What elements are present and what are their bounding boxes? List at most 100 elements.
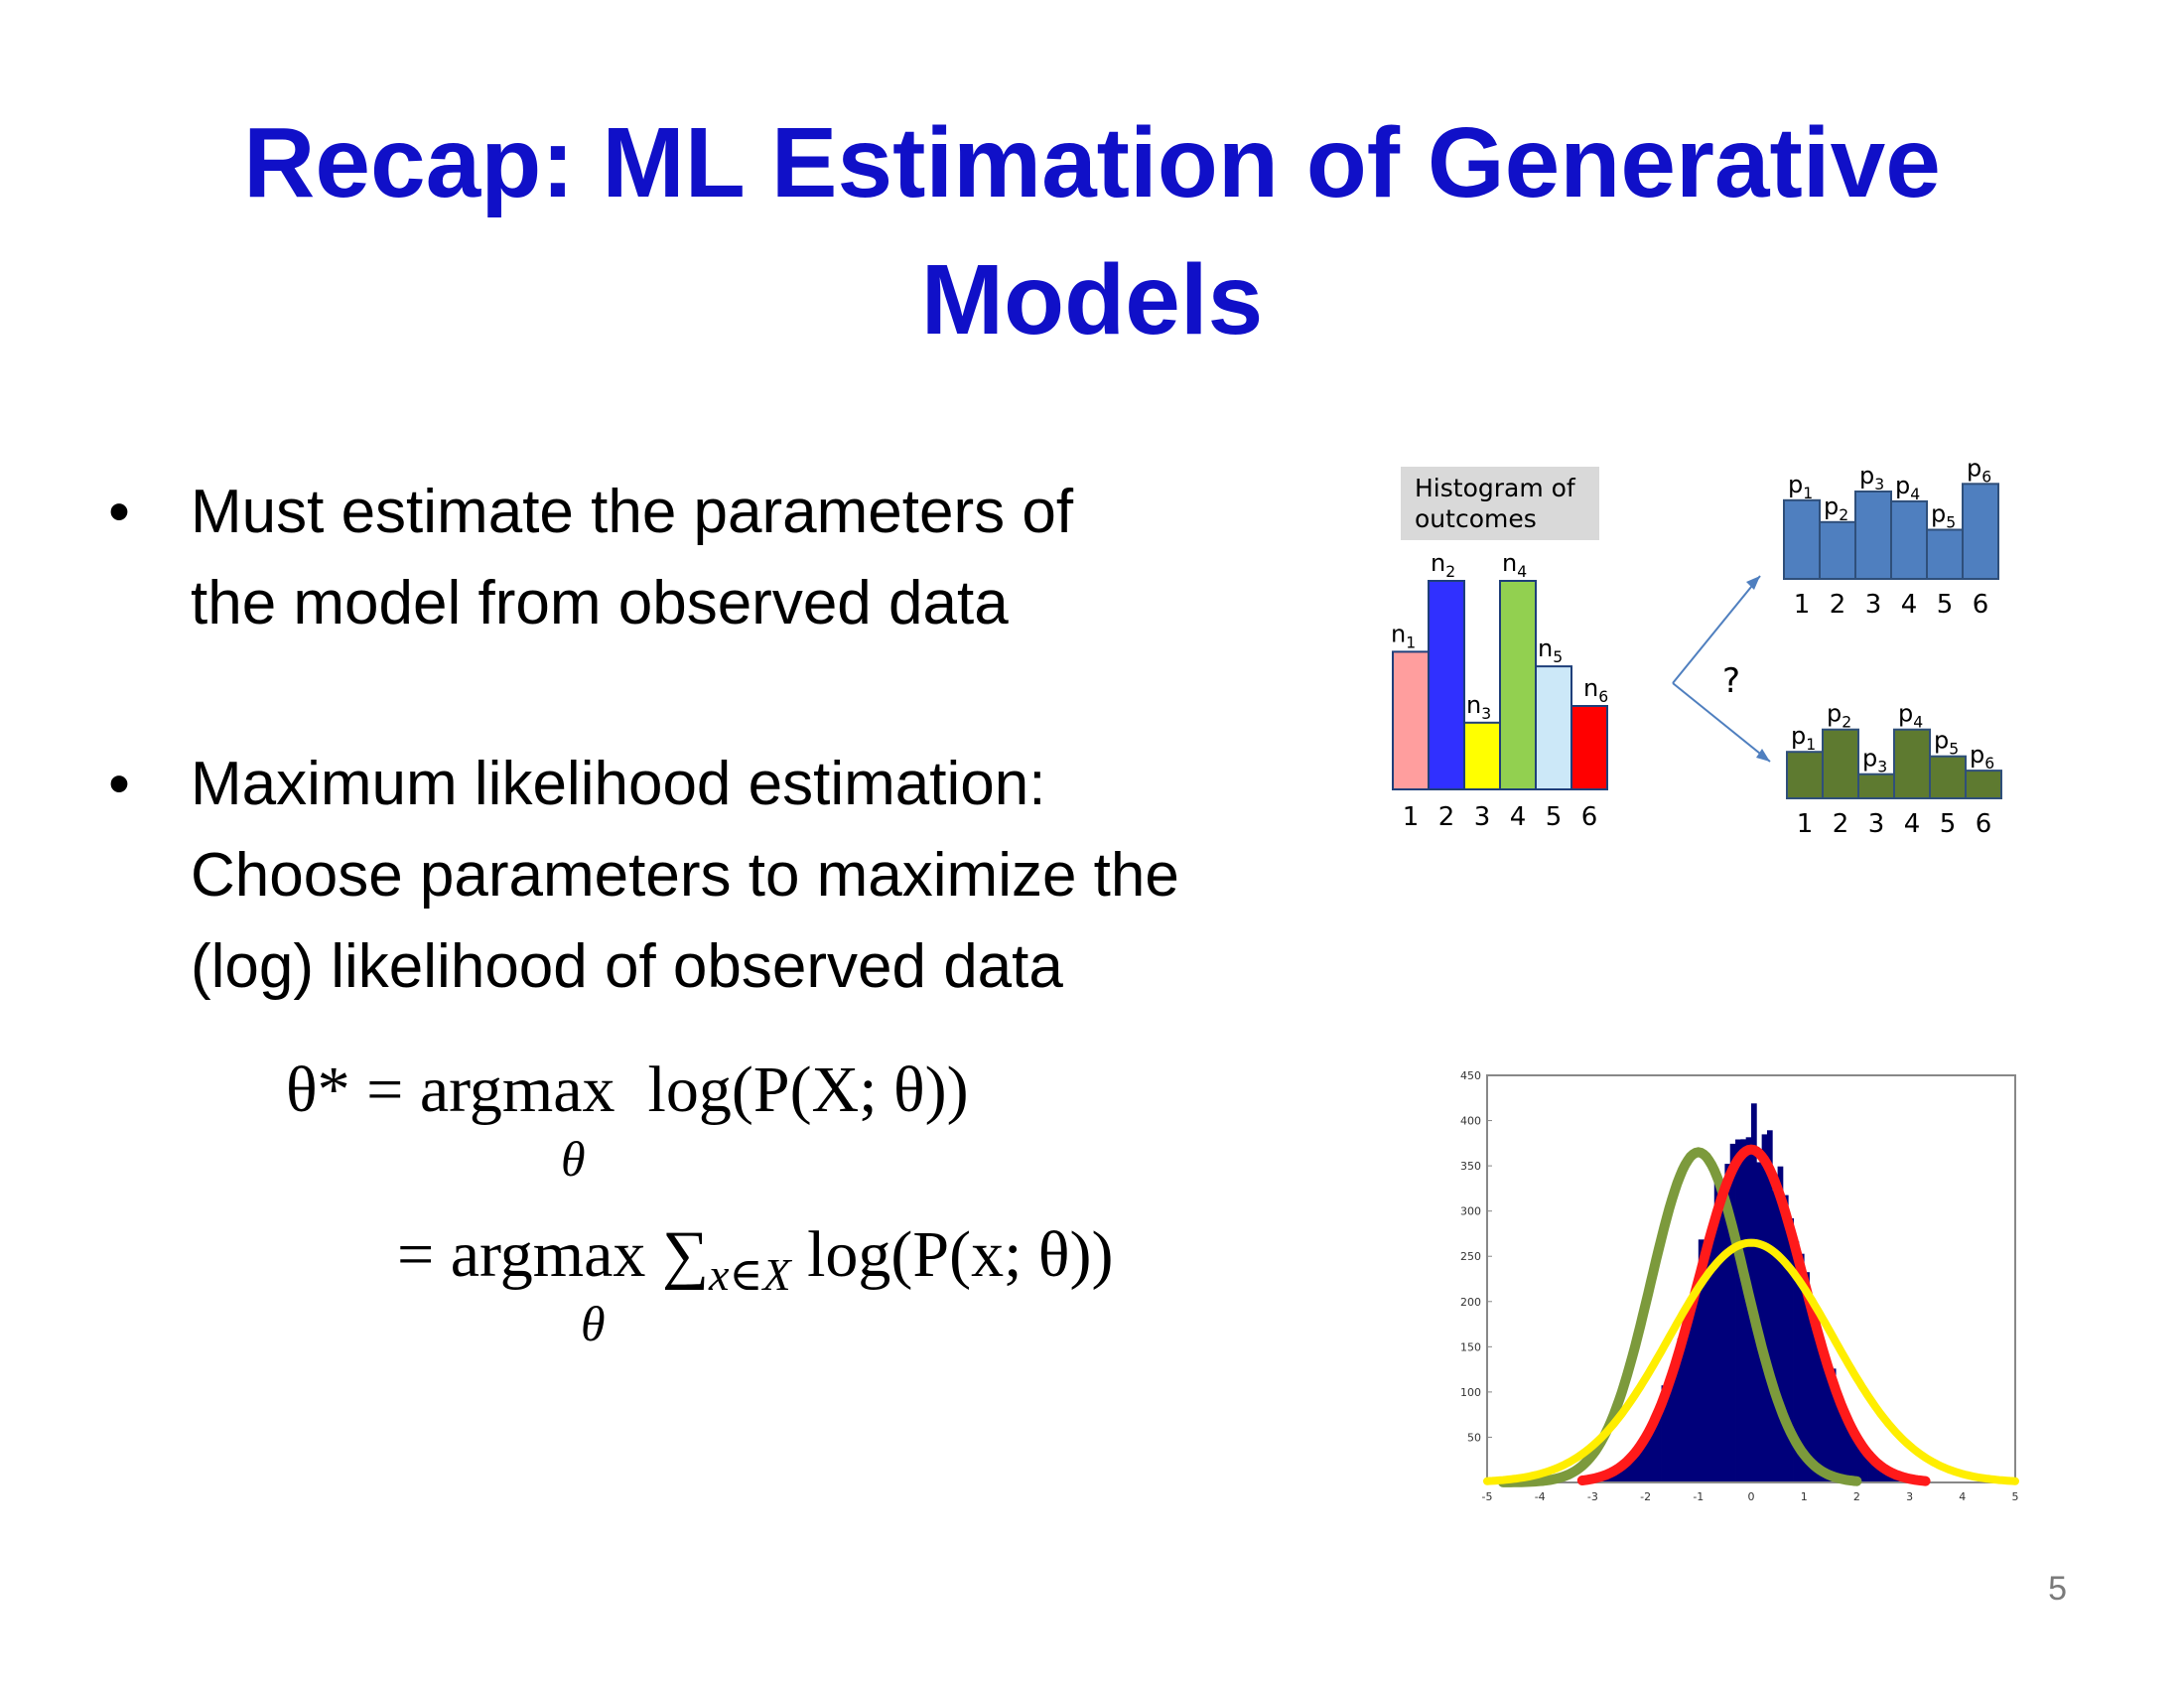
bullet-item: • Maximum likelihood estimation: Choose … xyxy=(99,739,1340,1013)
sample-histogram-bar xyxy=(1788,1217,1794,1482)
model-x-tick: 1 xyxy=(1794,590,1811,620)
sample-histogram-bar xyxy=(1782,1195,1789,1482)
slide-title: Recap: ML Estimation of Generative Model… xyxy=(0,94,2184,368)
bullet-line: Must estimate the parameters of xyxy=(191,478,1074,546)
sample-histogram-bar xyxy=(1682,1319,1689,1482)
formula-line-2: = argmax ∑x∈X log(P(x; θ)) xyxy=(397,1215,1114,1301)
sample-histogram-bar xyxy=(1640,1442,1646,1482)
model-bar-label: p6 xyxy=(1967,454,1991,486)
bullet-dot: • xyxy=(108,750,130,818)
formula-under-theta: θ xyxy=(581,1296,606,1351)
bullet-dot: • xyxy=(108,478,130,546)
model-bar xyxy=(1857,773,1895,800)
sample-histogram-bar xyxy=(1613,1468,1620,1482)
sum-symbol: ∑ xyxy=(661,1218,709,1291)
plot-y-tick: 150 xyxy=(1460,1340,1481,1353)
model-bar xyxy=(1786,751,1824,800)
sample-histogram-bar xyxy=(1825,1367,1832,1482)
title-line-2: Models xyxy=(920,244,1264,355)
plot-x-tick: -1 xyxy=(1693,1490,1704,1503)
bullet-item: • Must estimate the parameters of the mo… xyxy=(99,467,1340,649)
plot-x-tick: -4 xyxy=(1535,1490,1546,1503)
histogram-bar xyxy=(1570,705,1608,790)
bullet-line: Choose parameters to maximize the xyxy=(191,841,1179,910)
sample-histogram-bar xyxy=(1645,1427,1652,1482)
sample-histogram-bar xyxy=(1656,1413,1662,1482)
sample-histogram-bar xyxy=(1740,1139,1747,1482)
plot-y-tick: 300 xyxy=(1460,1205,1481,1218)
sample-histogram-bar xyxy=(1708,1229,1715,1482)
sample-histogram-bar xyxy=(1809,1316,1816,1482)
model-bar-label: p4 xyxy=(1898,700,1923,732)
formula-line1-rhs: log(P(X; θ)) xyxy=(647,1054,969,1126)
bullet-list: • Must estimate the parameters of the mo… xyxy=(99,467,1340,1102)
histogram-bar xyxy=(1535,665,1572,791)
model-bar xyxy=(1965,770,2002,800)
histogram-x-tick: 6 xyxy=(1581,802,1598,832)
histogram-bar-label: n4 xyxy=(1502,549,1527,581)
sample-histogram-bar xyxy=(1735,1139,1741,1482)
sample-histogram-bar xyxy=(1856,1440,1863,1482)
histogram-x-tick: 2 xyxy=(1438,802,1455,832)
sample-histogram-bar xyxy=(1624,1460,1631,1482)
plot-x-tick: 3 xyxy=(1906,1490,1913,1503)
sample-histogram-bar xyxy=(1804,1272,1810,1482)
model-x-tick: 2 xyxy=(1833,809,1849,839)
green-gaussian-curve xyxy=(1498,1147,1862,1487)
sample-histogram-bar xyxy=(1836,1394,1842,1482)
model-bar-label: p3 xyxy=(1862,745,1887,776)
plot-y-tick: 100 xyxy=(1460,1386,1481,1399)
sample-histogram-bar xyxy=(1793,1241,1800,1482)
formula-line2-rhs: log(P(x; θ)) xyxy=(807,1218,1114,1291)
sample-histogram-bar xyxy=(1751,1103,1757,1482)
sample-histogram-bar xyxy=(1851,1428,1857,1482)
plot-y-tick: 400 xyxy=(1460,1115,1481,1128)
title-line-1: Recap: ML Estimation of Generative xyxy=(243,107,1941,218)
model-x-tick: 1 xyxy=(1797,809,1814,839)
sample-histogram-bar xyxy=(1698,1239,1705,1482)
model-x-tick: 6 xyxy=(1976,809,1992,839)
histogram-label-line: outcomes xyxy=(1415,504,1537,533)
sample-histogram-bar xyxy=(1798,1253,1805,1482)
histogram-bar-label: n5 xyxy=(1538,634,1563,666)
histogram-x-tick: 3 xyxy=(1474,802,1491,832)
model-bar xyxy=(1929,755,1967,800)
model-bar xyxy=(1893,728,1931,800)
histogram-bar xyxy=(1392,650,1430,790)
sample-histogram-bar xyxy=(1729,1143,1736,1482)
arrowhead-icon xyxy=(1746,576,1760,590)
sample-histogram-bar xyxy=(1693,1291,1700,1482)
plot-x-tick: -5 xyxy=(1482,1490,1493,1503)
bullet-line: (log) likelihood of observed data xyxy=(191,932,1063,1001)
model-bar-label: p1 xyxy=(1791,722,1816,754)
sample-histogram-bar xyxy=(1845,1419,1852,1482)
model-x-tick: 3 xyxy=(1868,809,1885,839)
sample-histogram-bar xyxy=(1841,1406,1847,1482)
model-bar xyxy=(1962,483,1999,580)
formula-under-theta: θ xyxy=(561,1131,586,1187)
model-x-tick: 3 xyxy=(1865,590,1882,620)
histogram-bar xyxy=(1428,580,1465,790)
sample-histogram-bar xyxy=(1777,1166,1784,1482)
model-bar xyxy=(1783,498,1821,580)
histogram-bar xyxy=(1499,580,1537,790)
page-number: 5 xyxy=(2048,1570,2067,1608)
gaussian-fit-plot: 450 400 350 300 250 200 150 100 50 -5 -4 -3 -2 -1 0 1 2… xyxy=(1430,1057,2055,1534)
sample-histogram-bar xyxy=(1724,1164,1731,1482)
histogram-bar-label: n3 xyxy=(1466,691,1491,723)
model-bar-label: p5 xyxy=(1934,727,1959,759)
plot-x-tick: 0 xyxy=(1748,1490,1755,1503)
sample-histogram-bar xyxy=(1719,1196,1725,1482)
plot-y-tick: 350 xyxy=(1460,1160,1481,1173)
model-bar-label: p2 xyxy=(1824,492,1848,524)
model-x-tick: 4 xyxy=(1901,590,1918,620)
plot-x-tick: -2 xyxy=(1640,1490,1651,1503)
sample-histogram-bar xyxy=(1677,1338,1684,1482)
sample-histogram-bar xyxy=(1877,1465,1884,1482)
plot-x-tick: -3 xyxy=(1587,1490,1598,1503)
sample-histogram-bar xyxy=(1761,1134,1768,1482)
formula-line2-lhs: = argmax xyxy=(397,1218,646,1291)
model-x-tick: 5 xyxy=(1937,590,1954,620)
sample-histogram-bar xyxy=(1772,1190,1778,1482)
histogram-label-line: Histogram of xyxy=(1415,474,1576,502)
